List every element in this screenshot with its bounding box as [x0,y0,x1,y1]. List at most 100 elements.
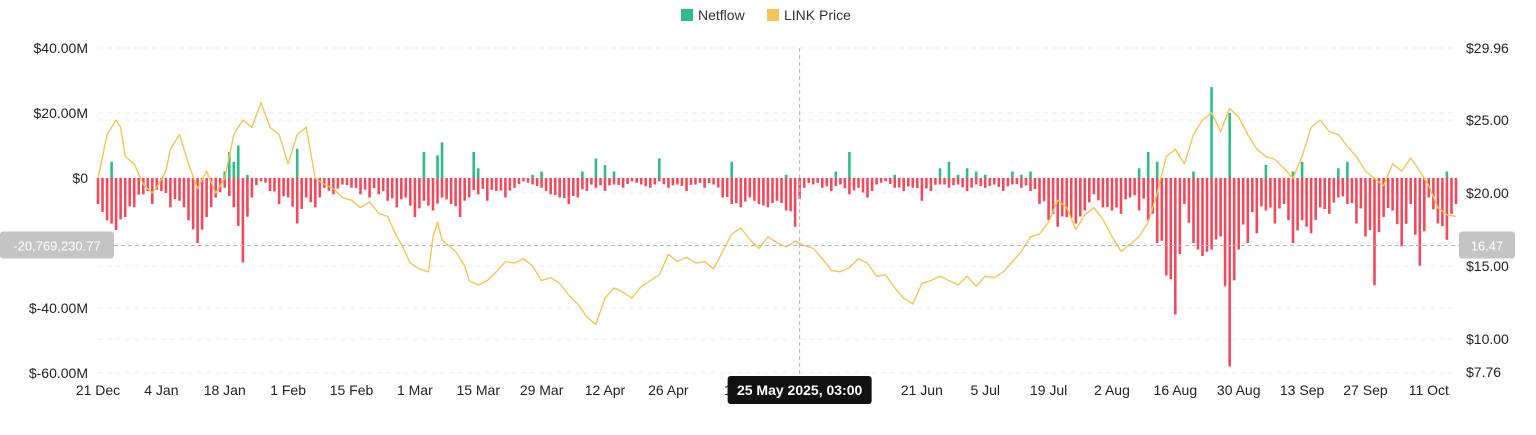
netflow-bar [925,178,928,189]
x-tick-label: 15 Feb [330,382,374,398]
netflow-bar [142,178,145,195]
netflow-bar [300,178,303,209]
netflow-bar [1337,168,1340,179]
netflow-bar [1155,161,1159,179]
y-right-tick-label: $10.00 [1466,331,1509,347]
x-tick-label: 4 Jan [144,382,178,398]
netflow-bar [870,178,874,191]
netflow-bar [852,178,856,191]
y-left-tick-label: $40.00M [34,40,88,56]
x-tick-label: 21 Dec [76,382,120,398]
netflow-bar [1097,178,1100,201]
netflow-bar [653,178,657,185]
netflow-bar [617,178,620,185]
netflow-bar [422,152,426,178]
netflow-bar [1237,178,1240,250]
netflow-bar [897,178,901,188]
netflow-bar [1432,178,1435,210]
netflow-bar [1060,178,1064,217]
netflow-bar [1051,178,1055,214]
netflow-bar [839,178,842,185]
netflow-bar [974,178,978,185]
netflow-bar [1124,178,1127,200]
netflow-bar [350,178,353,188]
netflow-bar [974,171,978,178]
netflow-bar [273,178,276,192]
netflow-bar [1246,178,1250,243]
netflow-bar [173,178,177,200]
netflow-bar [630,178,634,182]
netflow-bar [1228,178,1231,367]
netflow-bar [1309,178,1313,234]
netflow-bar [1296,178,1299,231]
netflow-bar [599,178,602,186]
netflow-bar [1359,178,1363,209]
netflow-bar [1192,178,1195,243]
netflow-bar [662,178,666,185]
netflow-bar [866,178,869,198]
netflow-bar [1264,178,1268,211]
netflow-bar [540,171,543,178]
netflow-bar [562,178,566,199]
netflow-bar [155,178,159,190]
netflow-bar [920,178,924,201]
netflow-bar [323,178,326,188]
netflow-bar [952,178,955,186]
netflow-bar [1038,178,1041,204]
netflow-bar [1088,178,1091,203]
netflow-bar [1201,178,1204,256]
netflow-bar [368,178,371,198]
netflow-bar [1142,178,1145,199]
netflow-bar [1115,178,1118,208]
netflow-bar [476,168,480,179]
netflow-bar [834,178,838,186]
netflow-bar [277,178,281,204]
netflow-bar [1260,178,1263,207]
netflow-bar [603,178,607,191]
netflow-bar [445,178,448,200]
netflow-bar [821,178,824,188]
netflow-bar [1269,178,1272,208]
netflow-bar [943,178,946,185]
netflow-bar [164,178,168,193]
netflow-bar [1400,178,1403,247]
netflow-bar [784,174,788,179]
netflow-bar [250,178,254,198]
netflow-bar [1151,178,1154,214]
netflow-bar [1192,171,1195,178]
netflow-bar [237,145,240,178]
netflow-bar [793,178,797,227]
netflow-bars [96,87,1458,367]
netflow-bar [436,178,439,204]
netflow-bar [336,178,340,189]
x-tick-label: 26 Apr [648,382,689,398]
legend-swatch-0 [681,9,693,21]
netflow-bar [427,178,430,206]
netflow-bar [517,178,521,185]
netflow-bar [1287,178,1290,221]
y-axis-left: $40.00M $20.00M $0 $-40.00M $-60.00M [29,40,88,381]
netflow-bar [784,178,788,211]
netflow-bar [965,168,969,179]
netflow-bar [259,178,263,182]
netflow-bar [359,178,362,195]
crosshair-date-label: 25 May 2025, 03:00 [737,382,863,398]
x-tick-label: 11 Oct [1409,382,1449,398]
netflow-bar [264,178,267,183]
netflow-bar [268,178,272,191]
netflow-bar [961,178,964,188]
y-axis-right: $29.96 $25.00 $20.00 $15.00 $10.00 $7.76 [1466,40,1509,380]
netflow-bar [1137,168,1141,179]
netflow-bar [983,178,987,188]
netflow-bar [1228,113,1231,178]
netflow-bar [295,178,299,224]
netflow-bar [381,178,385,192]
netflow-bar [223,178,226,188]
netflow-bar [1101,178,1105,208]
netflow-bar [526,178,530,183]
netflow-bar [132,178,136,208]
crosshair-date-tooltip [727,376,872,404]
netflow-bar [744,178,747,202]
netflow-bar [400,178,403,200]
netflow-bar [191,178,195,230]
